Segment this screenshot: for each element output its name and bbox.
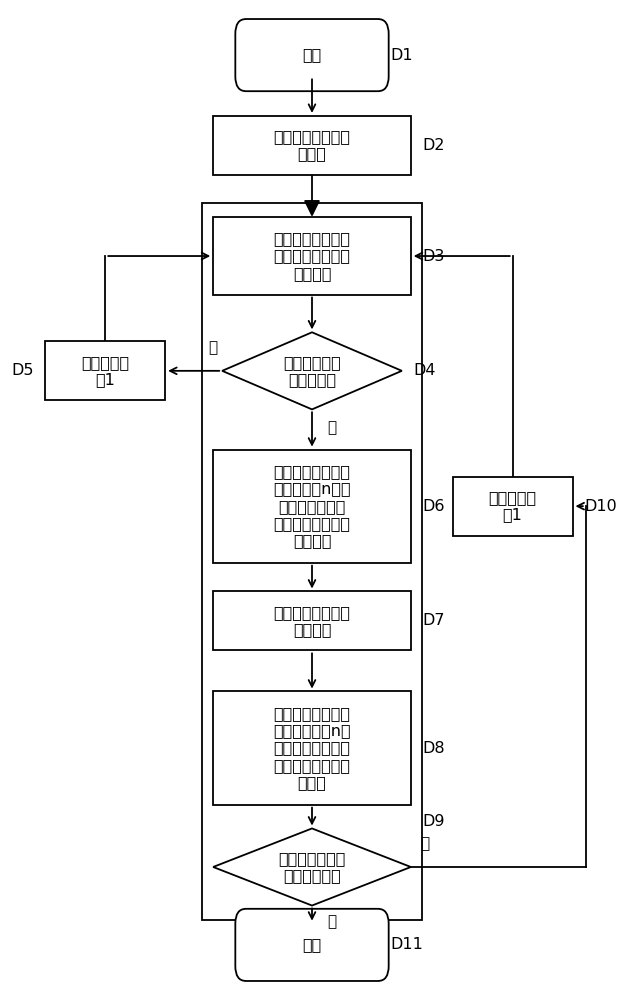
Text: 判断同步轮次是
否达到设定值: 判断同步轮次是 否达到设定值 [278,851,346,883]
Text: D7: D7 [423,613,446,628]
Bar [46,341,165,400]
Text: D11: D11 [390,937,422,952]
Polygon shape [222,332,402,409]
Text: D10: D10 [585,499,617,514]
Text: 待同步节点与参考
时钟节点进行免时
间戳交互: 待同步节点与参考 时钟节点进行免时 间戳交互 [273,231,351,281]
Text: D4: D4 [414,363,436,378]
Text: D5: D5 [11,363,34,378]
Text: D6: D6 [423,499,446,514]
FancyBboxPatch shape [235,19,389,91]
Polygon shape [305,201,319,216]
FancyBboxPatch shape [235,909,389,981]
Text: 否: 否 [420,837,429,852]
Text: 是: 是 [208,340,218,355]
Bar [213,450,411,563]
Text: 根据观测值计算卡
尔曼增益: 根据观测值计算卡 尔曼增益 [273,605,351,637]
Text: 开始: 开始 [303,48,321,63]
Text: 判断同步轮次
是否为奇数: 判断同步轮次 是否为奇数 [283,355,341,387]
Text: D1: D1 [390,48,412,63]
Bar [213,691,411,805]
Polygon shape [213,828,411,906]
Bar [213,217,411,295]
Text: D9: D9 [423,814,446,829]
Text: D3: D3 [423,249,445,264]
Text: 扩展卡尔曼滤波器
初始化: 扩展卡尔曼滤波器 初始化 [273,129,351,162]
Text: 结束: 结束 [303,937,321,952]
Text: D8: D8 [423,741,446,756]
Text: D2: D2 [423,138,446,153]
Bar [453,477,573,536]
Text: 是: 是 [327,914,336,929]
Text: 同步轮次增
加1: 同步轮次增 加1 [489,490,537,522]
Bar [213,116,411,175]
Bar [202,203,422,920]
Text: 根据卡尔曼增益和
观测矩阵修正n时
刻的时钟偏移和偏
斜，并计算最小均
方误差: 根据卡尔曼增益和 观测矩阵修正n时 刻的时钟偏移和偏 斜，并计算最小均 方误差 [273,706,351,790]
Text: 否: 否 [327,420,336,435]
Text: 同步轮次增
加1: 同步轮次增 加1 [81,355,129,387]
Text: 计算观测值和观测
矩阵，预测n时刻
的时钟偏移和偏
斜，计算预测最小
均方误差: 计算观测值和观测 矩阵，预测n时刻 的时钟偏移和偏 斜，计算预测最小 均方误差 [273,464,351,548]
Bar [213,591,411,650]
